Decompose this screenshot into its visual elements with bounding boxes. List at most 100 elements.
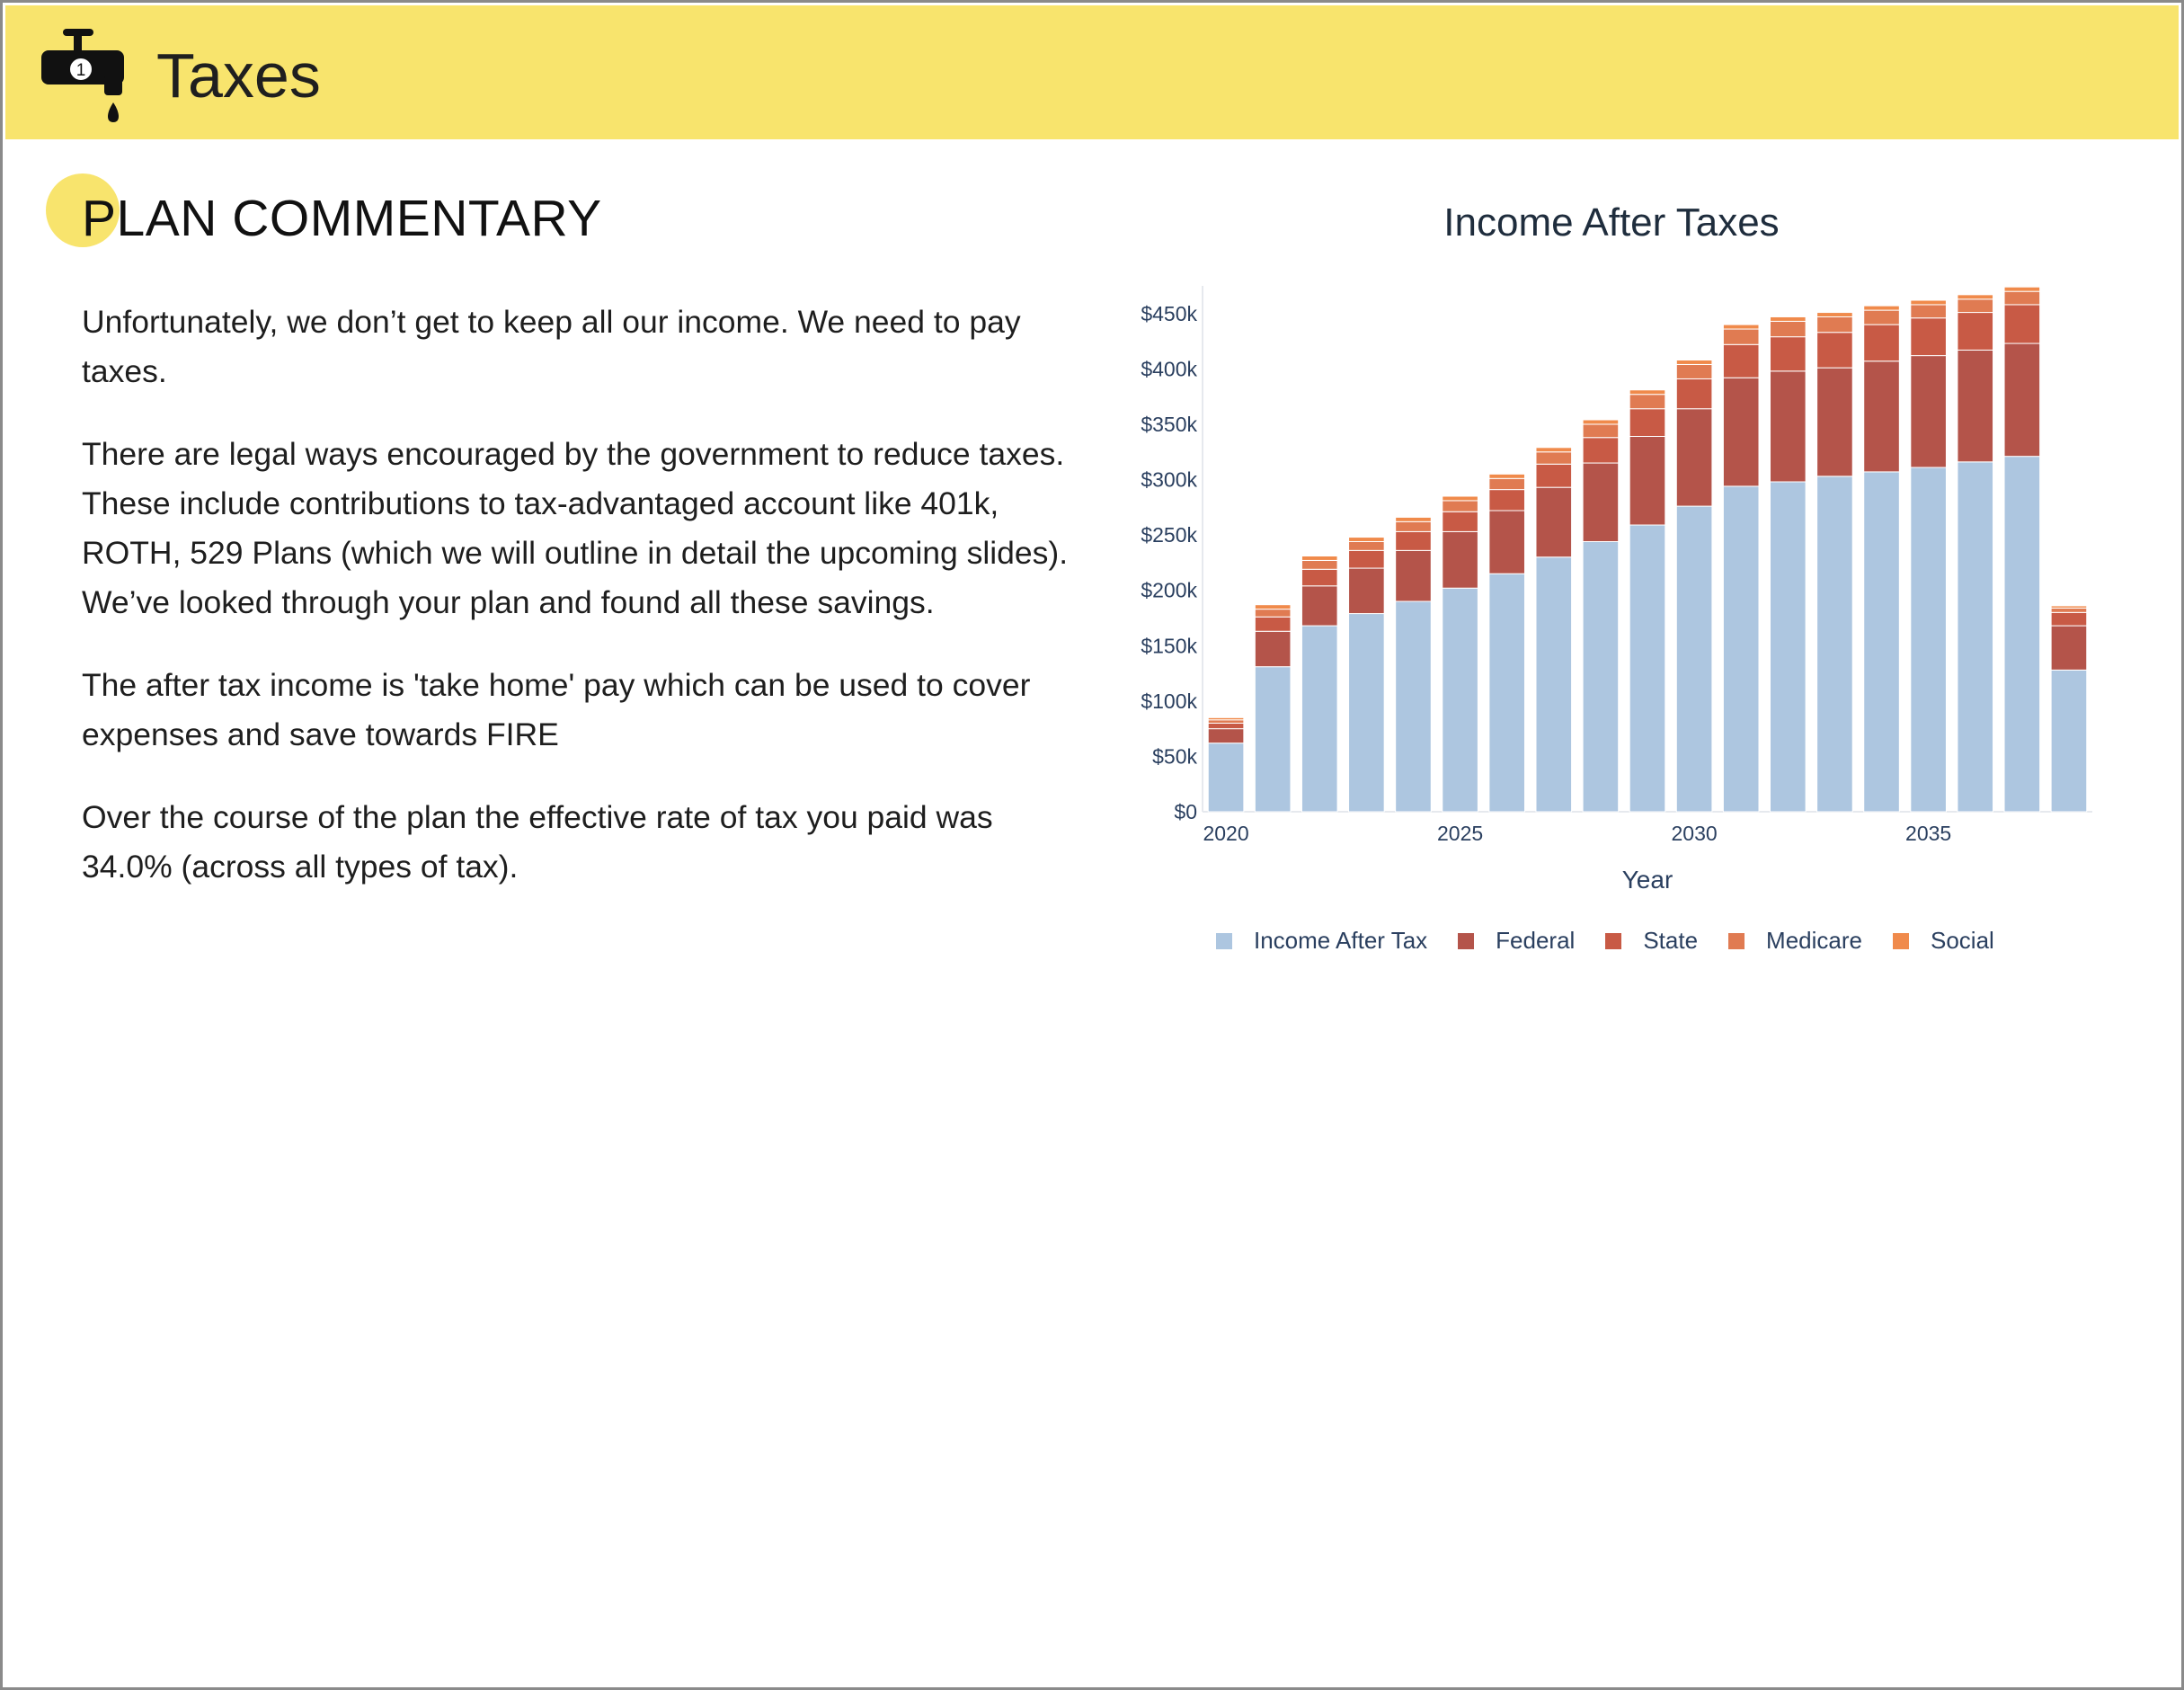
bar-segment	[1301, 625, 1338, 813]
bar-segment	[1254, 616, 1292, 632]
bar-segment	[1722, 328, 1760, 345]
bar-segment	[2003, 342, 2041, 458]
bar-segment	[1207, 743, 1245, 813]
bar-segment	[1254, 666, 1292, 813]
bar-segment	[1395, 600, 1432, 813]
y-tick-label: $300k	[1141, 468, 1197, 492]
legend-label: Social	[1930, 927, 1994, 954]
bar-segment	[1816, 316, 1853, 334]
bar-segment	[2003, 304, 2041, 344]
bar-segment	[1488, 477, 1525, 491]
bar-segment	[1816, 367, 1853, 477]
y-tick-label: $200k	[1141, 579, 1197, 602]
bar-segment	[1207, 728, 1245, 744]
bar-segment	[1488, 573, 1525, 813]
bar-segment	[1442, 495, 1478, 502]
bar-segment	[1770, 370, 1807, 483]
y-tick-label: $400k	[1141, 357, 1197, 380]
bar-segment	[1535, 486, 1573, 558]
bar-segment	[1395, 516, 1432, 522]
bar-segment	[1207, 716, 1245, 721]
bar-segment	[1395, 520, 1432, 532]
x-tick-label: 2025	[1437, 822, 1483, 845]
legend-swatch	[1605, 932, 1622, 949]
bar-segment	[1675, 408, 1713, 507]
y-tick-label: $450k	[1141, 302, 1197, 325]
legend-item[interactable]: State	[1605, 927, 1698, 955]
y-tick-label: $250k	[1141, 523, 1197, 547]
bar-segment	[1535, 556, 1573, 813]
x-axis-title: Year	[1622, 866, 1674, 894]
chart-title: Income After Taxes	[1443, 200, 1780, 245]
bar-segment	[2003, 456, 2041, 813]
header-bar: 1 Taxes	[5, 5, 2179, 139]
bar-segment	[1910, 355, 1947, 468]
bar-segment	[1957, 461, 1994, 813]
y-tick-label: $0	[1174, 800, 1197, 823]
bar-segment	[1488, 510, 1525, 574]
bar-segment	[1910, 304, 1947, 319]
bar-segment	[1395, 549, 1432, 602]
bar-segment	[1770, 320, 1807, 338]
commentary-paragraph: Over the course of the plan the effectiv…	[82, 799, 993, 885]
bar-segment	[1770, 336, 1807, 372]
faucet-badge-number: 1	[76, 61, 86, 80]
legend-label: Federal	[1496, 927, 1576, 954]
legend-item[interactable]: Federal	[1458, 927, 1575, 955]
bar-segment	[1488, 473, 1525, 479]
commentary-paragraph: There are legal ways encouraged by the g…	[82, 436, 1069, 620]
bar-segment	[1910, 317, 1947, 357]
bar-segment	[1254, 604, 1292, 610]
bar-segment	[1301, 585, 1338, 627]
legend-label: State	[1643, 927, 1699, 954]
bar-segment	[1442, 587, 1478, 813]
legend-label: Income After Tax	[1254, 927, 1428, 954]
bar-segment	[1207, 722, 1245, 730]
bar-segment	[1442, 511, 1478, 532]
bar-segment	[2003, 286, 2041, 292]
bar-segment	[1535, 451, 1573, 465]
bar-segment	[1675, 363, 1713, 379]
legend-swatch	[1728, 932, 1745, 949]
bar-segment	[2050, 669, 2088, 813]
bar-segment	[2050, 607, 2088, 613]
bar-segment	[1582, 419, 1620, 425]
bar-segment	[1722, 343, 1760, 378]
bar-segment	[2003, 290, 2041, 306]
y-tick-label: $100k	[1141, 689, 1197, 713]
faucet-icon: 1	[41, 29, 124, 122]
legend-item[interactable]: Income After Tax	[1216, 927, 1427, 955]
y-tick-label: $50k	[1152, 744, 1197, 768]
y-tick-label: $350k	[1141, 413, 1197, 436]
bar-segment	[1254, 609, 1292, 618]
bar-segment	[1348, 567, 1385, 615]
bar-segment	[2050, 625, 2088, 671]
bar-segment	[1816, 332, 1853, 369]
bar-segment	[1675, 378, 1713, 410]
bar-segment	[1582, 437, 1620, 464]
bar-segment	[1535, 447, 1573, 453]
legend-item[interactable]: Social	[1892, 927, 1994, 955]
bar-segment	[1348, 537, 1385, 542]
bar-segment	[1675, 360, 1713, 365]
bar-segment	[1442, 530, 1478, 589]
bar-segment	[1957, 349, 1994, 463]
commentary-paragraph: Unfortunately, we don’t get to keep all …	[82, 304, 1021, 389]
x-tick-label: 2030	[1672, 822, 1718, 845]
bar-segment	[1582, 423, 1620, 439]
bar-segment	[1910, 467, 1947, 813]
legend-swatch	[1458, 932, 1475, 949]
x-tick-label: 2020	[1203, 822, 1248, 845]
legend-item[interactable]: Medicare	[1728, 927, 1862, 955]
bar-segment	[1629, 524, 1666, 813]
bar-segment	[1816, 476, 1853, 813]
bar-segment	[2050, 605, 2088, 609]
y-tick-label: $150k	[1141, 634, 1197, 657]
bar-segment	[1863, 360, 1900, 473]
legend-swatch	[1216, 932, 1232, 949]
bar-segment	[1722, 377, 1760, 487]
bar-segment	[1582, 540, 1620, 813]
bar-segment	[1816, 312, 1853, 317]
x-tick-label: 2035	[1905, 822, 1951, 845]
